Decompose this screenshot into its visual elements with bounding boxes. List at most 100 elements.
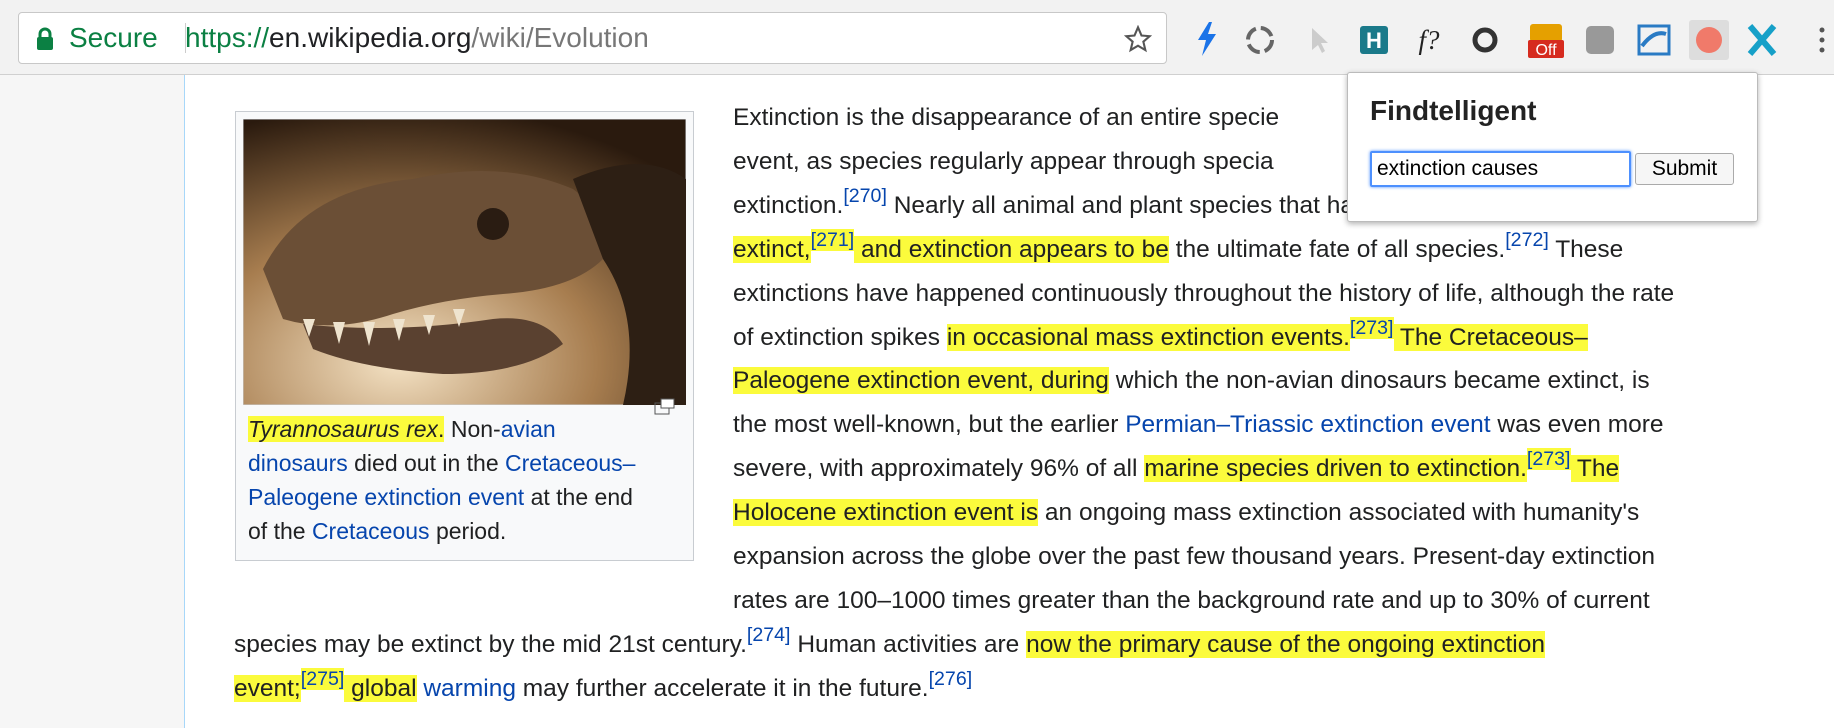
text-segment: rates are 100–1000 times greater than th… <box>733 586 1650 614</box>
text-line: of extinction spikes in occasional mass … <box>733 316 1588 355</box>
icon-circle[interactable] <box>1472 27 1498 53</box>
popup-title: Findtelligent <box>1370 95 1537 126</box>
text-segment: may further accelerate it in the future. <box>515 674 929 702</box>
text-segment: extinction. <box>733 191 844 219</box>
text-segment: Paleogene extinction event, during <box>733 367 1109 395</box>
text-segment: the most well-known, but the earlier <box>733 411 1126 439</box>
icon-f-label[interactable]: f? <box>1418 25 1440 55</box>
text-line: of the Cretaceous period. <box>248 516 506 546</box>
submit-button[interactable]: Submit <box>1635 153 1734 185</box>
url-domain: en.wikipedia.org <box>269 22 472 53</box>
figure: Tyrannosaurus rex. Non-avian dinosaurs di… <box>235 111 694 561</box>
text-segment: was even more <box>1490 411 1664 439</box>
text-line: expansion across the globe over the past… <box>733 540 1655 574</box>
text-line: Extinction is the disappearance of an en… <box>733 101 1279 135</box>
text-line: Paleogene extinction event, during which… <box>733 364 1650 398</box>
text-segment: at the end <box>524 484 633 510</box>
sidebar <box>0 75 185 728</box>
url-scheme: https:// <box>185 22 270 53</box>
link[interactable]: [274] <box>746 624 791 647</box>
icon-off-label: Off <box>1535 42 1557 59</box>
text-segment: and extinction appears to be <box>854 235 1169 263</box>
text-segment: severe, with approximately 96% of all <box>733 455 1145 483</box>
text-line: species may be extinct by the mid 21st c… <box>234 625 1545 662</box>
icon-h[interactable] <box>1360 26 1388 54</box>
link[interactable]: [273] <box>1349 316 1394 339</box>
enlarge-icon[interactable] <box>654 398 676 416</box>
bookmark-star[interactable] <box>1124 25 1152 53</box>
text-segment: an ongoing mass extinction associated wi… <box>1038 499 1640 527</box>
text-segment: The <box>1570 455 1620 483</box>
icon-recycle[interactable] <box>1246 26 1274 54</box>
text-segment: died out in the <box>347 450 506 476</box>
text-line: Holocene extinction event is an ongoing … <box>733 496 1639 530</box>
text-segment: in occasional mass extinction events. <box>946 323 1350 351</box>
text-line: extinctions have happened continuously t… <box>733 277 1674 311</box>
link[interactable]: [275] <box>300 667 345 690</box>
text-line: event, as species regularly appear throu… <box>733 145 1274 179</box>
menu-dots[interactable] <box>1819 27 1825 53</box>
text-segment: species may be extinct by the mid 21st c… <box>234 630 747 658</box>
extension-icons: H f? Off <box>1198 20 1825 60</box>
text-line: event;[275] global warming may further a… <box>234 667 972 706</box>
link[interactable]: Cretaceous <box>311 518 430 544</box>
link[interactable]: [270] <box>843 185 887 208</box>
text-segment: extinct, <box>733 235 811 263</box>
text-segment: Non- <box>444 416 501 442</box>
text-segment: global <box>344 674 417 702</box>
text-segment: Extinction is the disappearance of an en… <box>733 104 1280 131</box>
text-line: severe, with approximately 96% of all ma… <box>733 448 1620 486</box>
text-segment: of extinction spikes <box>733 323 947 351</box>
icon-off-badge <box>1528 40 1564 58</box>
text-segment: Nearly all animal and plant species that… <box>886 191 1444 219</box>
text-segment: the ultimate fate of all species. <box>1168 235 1506 263</box>
text-segment: event; <box>234 674 301 702</box>
extension-popup: Findtelligent extinction causes Submit <box>1347 72 1758 222</box>
icon-offer[interactable] <box>1530 24 1562 42</box>
separator <box>185 23 186 53</box>
icon-s[interactable] <box>1637 24 1671 56</box>
address-bar[interactable]: Secure https://en.wikipedia.org/wiki/Evo… <box>18 12 1167 64</box>
link[interactable]: warming <box>423 674 516 702</box>
text-line: Tyrannosaurus rex. Non-avian <box>248 414 556 444</box>
link[interactable]: [271] <box>810 228 855 251</box>
link[interactable]: Paleogene extinction event <box>248 484 525 510</box>
secure-label: Secure <box>69 22 158 53</box>
text-segment: The Cretaceous– <box>1393 323 1588 351</box>
text-segment: which the non-avian dinosaurs became ext… <box>1108 367 1650 395</box>
text-line: extinct,[271] and extinction appears to … <box>733 228 1624 267</box>
figure-image[interactable] <box>243 119 686 405</box>
text-segment: of the <box>248 518 312 544</box>
search-input[interactable]: extinction causes <box>1370 151 1631 187</box>
text-segment: extinctions have happened continuously t… <box>733 279 1675 307</box>
link[interactable]: [273] <box>1526 448 1571 471</box>
text-segment: now the primary cause of the ongoing ext… <box>1026 630 1545 658</box>
icon-gray[interactable] <box>1586 26 1614 54</box>
icon-bolt[interactable] <box>1198 22 1216 56</box>
text-line: dinosaurs died out in the Cretaceous– <box>248 448 635 478</box>
icon-cursor[interactable] <box>1312 28 1328 53</box>
content-border <box>184 75 185 728</box>
browser-toolbar: Secure https://en.wikipedia.org/wiki/Evo… <box>0 0 1834 75</box>
icon-x[interactable] <box>1747 24 1777 56</box>
text-line: the most well-known, but the earlier Per… <box>733 408 1664 442</box>
link[interactable]: Cretaceous– <box>505 450 636 476</box>
text-segment: Tyrannosaurus rex <box>248 416 439 442</box>
text-segment: These <box>1548 235 1624 263</box>
link[interactable]: [276] <box>928 667 973 690</box>
lock-icon <box>37 27 53 50</box>
link[interactable]: Permian–Triassic extinction event <box>1125 411 1491 439</box>
text-segment: Holocene extinction event is <box>733 499 1039 527</box>
link[interactable]: dinosaurs <box>248 450 348 476</box>
link[interactable]: avian <box>500 416 556 442</box>
text-line: Paleogene extinction event at the end <box>248 482 633 512</box>
url: https://en.wikipedia.org/wiki/Evolution <box>185 13 649 63</box>
text-line: rates are 100–1000 times greater than th… <box>733 584 1650 618</box>
text-segment: . <box>438 416 445 442</box>
text-segment: event, as species regularly appear throu… <box>733 147 1274 175</box>
text-segment: period. <box>429 518 507 544</box>
link[interactable]: [272] <box>1505 228 1549 251</box>
text-segment: marine species driven to extinction. <box>1144 455 1527 483</box>
